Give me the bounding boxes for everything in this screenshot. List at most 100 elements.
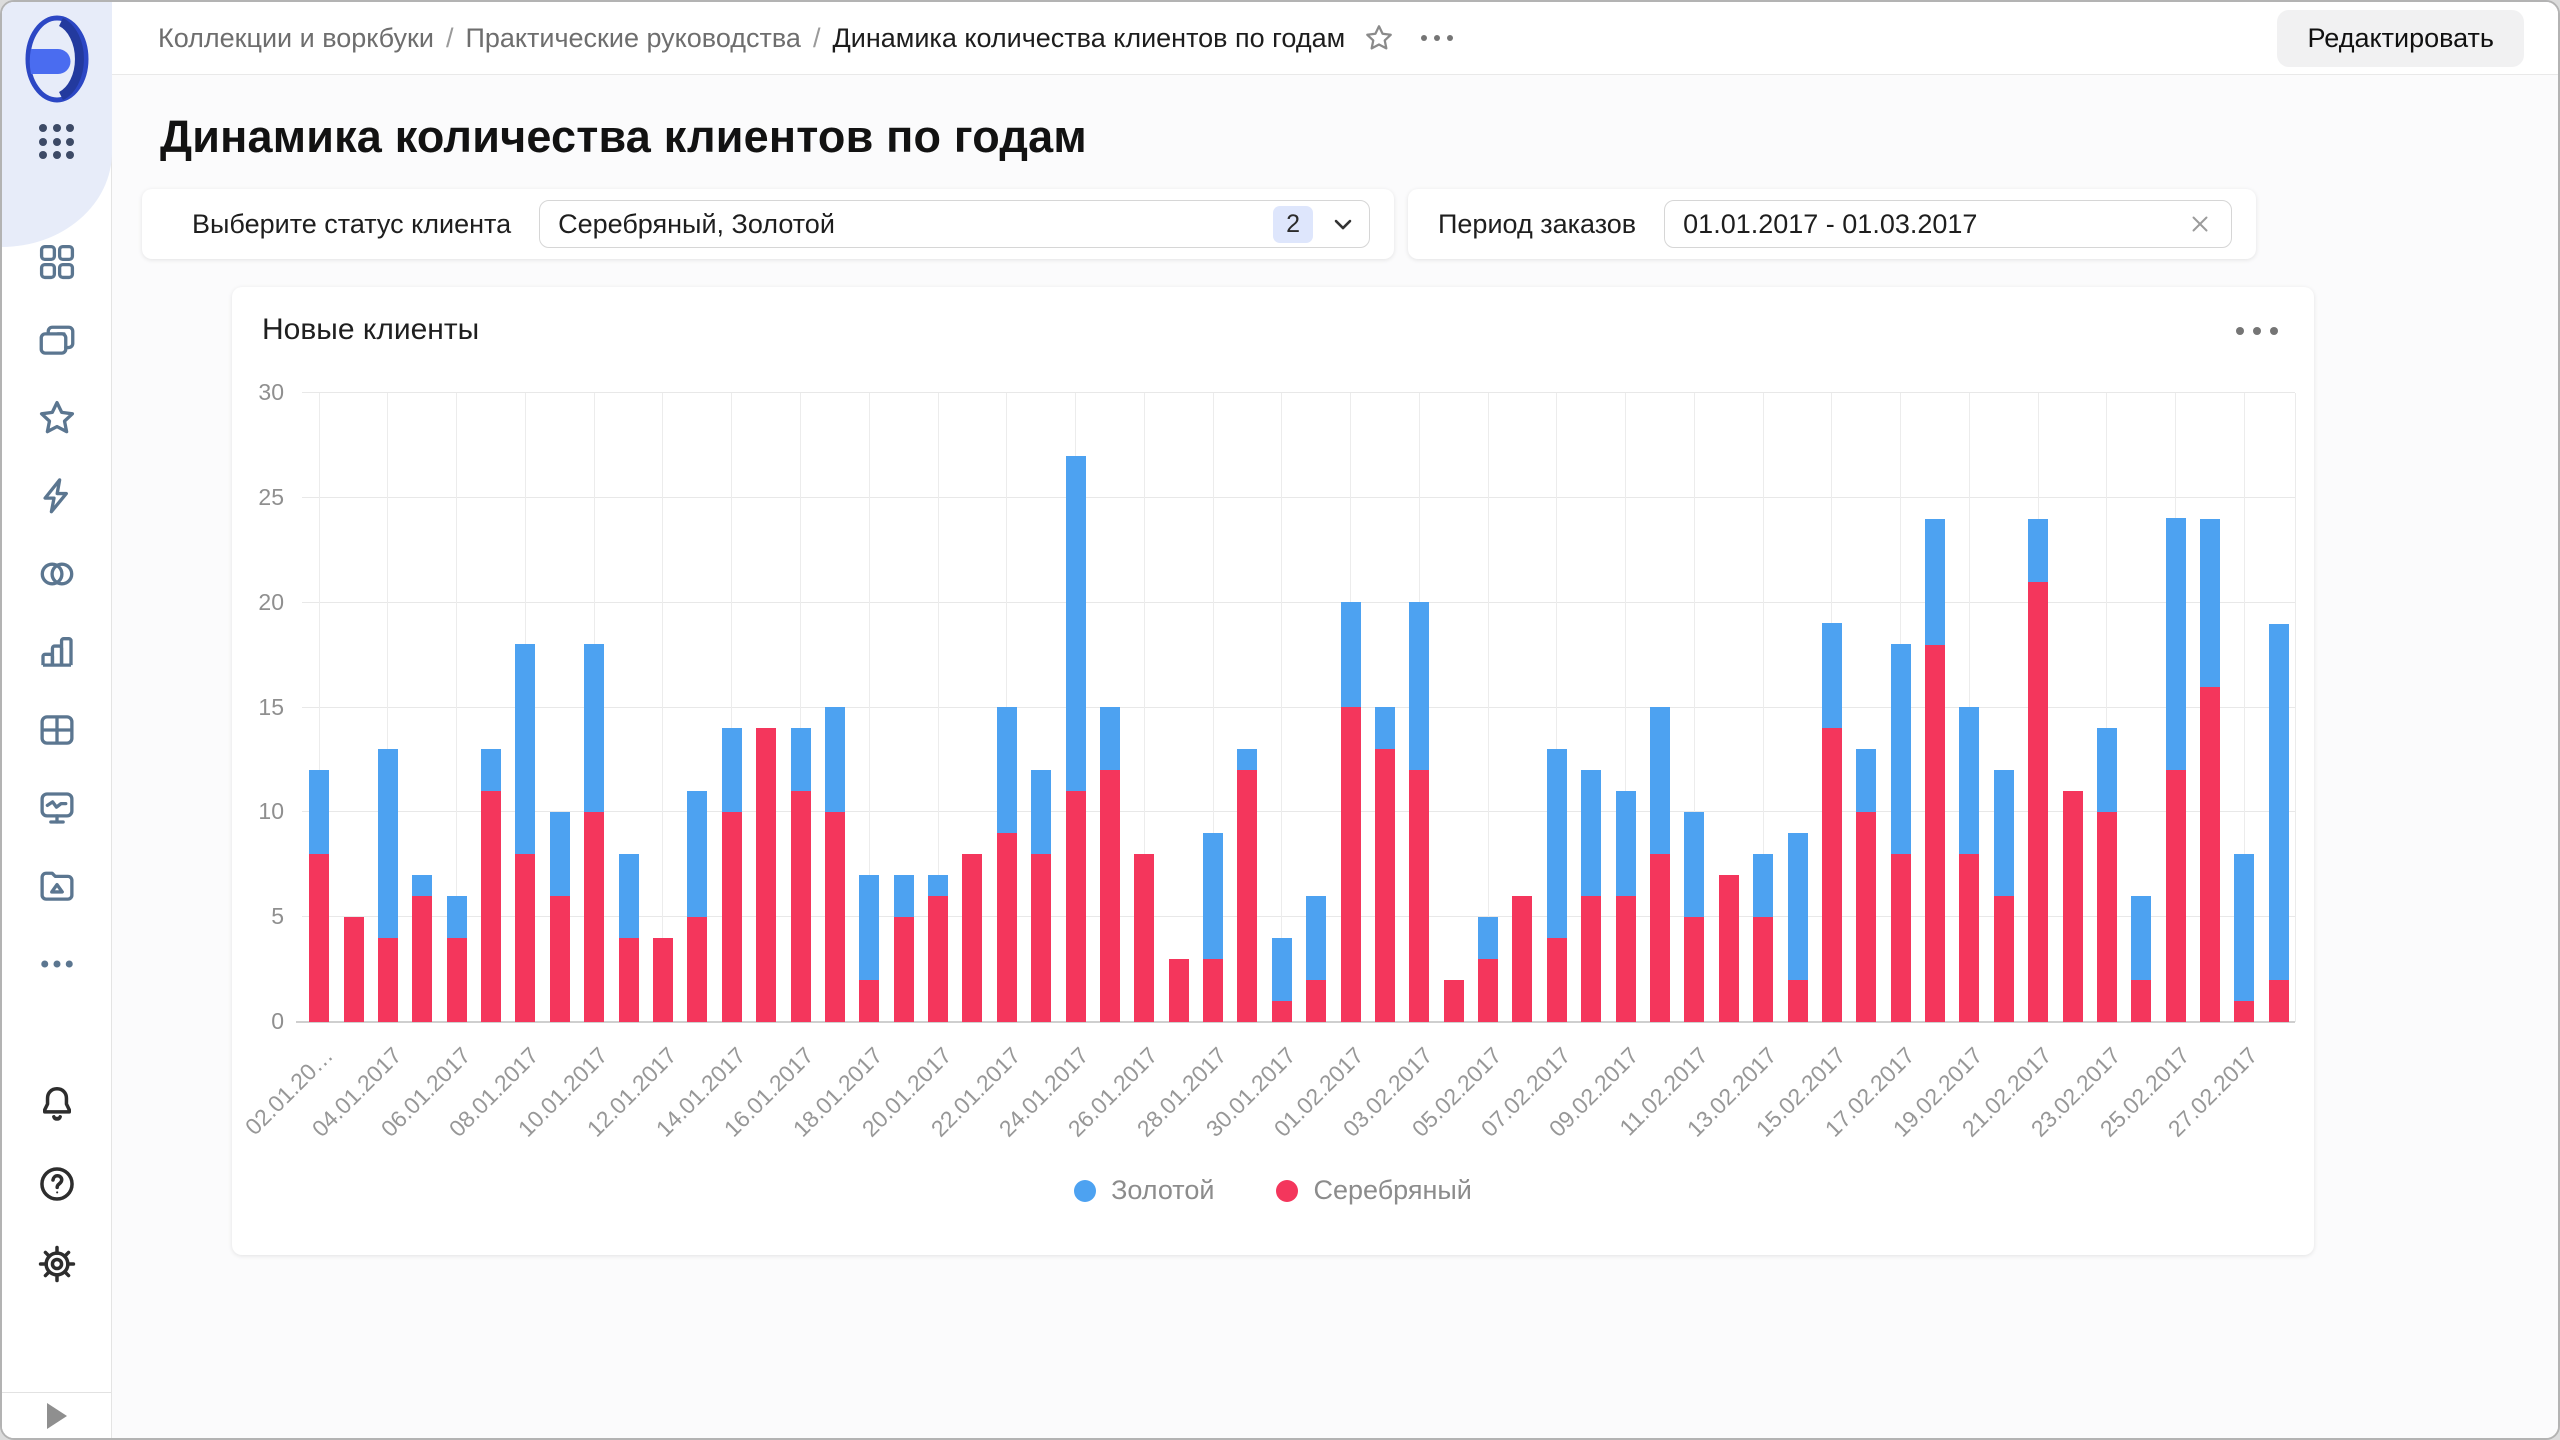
bar-segment-silver[interactable]: [1065, 791, 1086, 1022]
bar-segment-silver[interactable]: [1168, 959, 1189, 1022]
bar-segment-gold[interactable]: [2165, 518, 2186, 770]
sidebar-expand-button[interactable]: [2, 1392, 111, 1438]
favorites-star-icon[interactable]: [35, 396, 79, 440]
bar-segment-gold[interactable]: [1374, 707, 1395, 749]
bar-segment-gold[interactable]: [2028, 519, 2049, 582]
bar-segment-gold[interactable]: [1065, 456, 1086, 791]
bar-segment-gold[interactable]: [1649, 707, 1670, 854]
bar-segment-silver[interactable]: [309, 854, 330, 1022]
bar-segment-silver[interactable]: [618, 938, 639, 1022]
bar-segment-gold[interactable]: [584, 644, 605, 812]
bar-segment-gold[interactable]: [1478, 917, 1499, 959]
bar-segment-gold[interactable]: [618, 854, 639, 938]
bar-segment-silver[interactable]: [1787, 980, 1808, 1022]
bar-segment-silver[interactable]: [1684, 917, 1705, 1022]
settings-gear-icon[interactable]: [35, 1242, 79, 1286]
bar-segment-silver[interactable]: [2200, 687, 2221, 1022]
bar-segment-silver[interactable]: [721, 812, 742, 1022]
bar-segment-silver[interactable]: [481, 791, 502, 1022]
bar-segment-gold[interactable]: [893, 875, 914, 917]
breadcrumb-collections[interactable]: Коллекции и воркбуки: [158, 22, 434, 53]
bar-segment-gold[interactable]: [1993, 770, 2014, 896]
bar-segment-gold[interactable]: [2268, 624, 2289, 980]
bar-segment-gold[interactable]: [824, 707, 845, 812]
bar-segment-silver[interactable]: [1237, 770, 1258, 1022]
bar-segment-gold[interactable]: [1581, 770, 1602, 896]
bar-segment-silver[interactable]: [1925, 645, 1946, 1022]
bar-segment-gold[interactable]: [1271, 938, 1292, 1001]
bar-segment-silver[interactable]: [1993, 896, 2014, 1022]
favorite-star-icon[interactable]: [1363, 22, 1395, 54]
legend-item-Серебряный[interactable]: Серебряный: [1276, 1175, 1472, 1206]
bar-segment-gold[interactable]: [1959, 707, 1980, 854]
collections-icon[interactable]: [35, 318, 79, 362]
bar-segment-gold[interactable]: [1306, 896, 1327, 980]
bar-segment-gold[interactable]: [859, 875, 880, 980]
bar-segment-silver[interactable]: [1959, 854, 1980, 1022]
notifications-bell-icon[interactable]: [35, 1082, 79, 1126]
bar-segment-silver[interactable]: [928, 896, 949, 1022]
bar-segment-silver[interactable]: [1340, 707, 1361, 1022]
bar-segment-silver[interactable]: [996, 833, 1017, 1022]
bar-segment-gold[interactable]: [721, 728, 742, 812]
more-ellipsis-icon[interactable]: [35, 942, 79, 986]
bar-segment-silver[interactable]: [2234, 1001, 2255, 1022]
bar-segment-gold[interactable]: [790, 728, 811, 791]
bar-segment-silver[interactable]: [377, 938, 398, 1022]
bar-segment-gold[interactable]: [446, 896, 467, 938]
bar-segment-gold[interactable]: [928, 875, 949, 896]
bar-segment-silver[interactable]: [1821, 728, 1842, 1022]
bar-segment-silver[interactable]: [824, 812, 845, 1022]
tables-icon[interactable]: [35, 708, 79, 752]
storage-box-icon[interactable]: [35, 864, 79, 908]
bar-segment-silver[interactable]: [515, 854, 536, 1022]
bar-segment-silver[interactable]: [1581, 896, 1602, 1022]
bar-segment-silver[interactable]: [2028, 582, 2049, 1022]
period-date-input[interactable]: 01.01.2017 - 01.03.2017: [1664, 200, 2232, 248]
breadcrumb-guides[interactable]: Практические руководства: [465, 22, 801, 53]
bar-segment-silver[interactable]: [1443, 980, 1464, 1022]
bar-segment-silver[interactable]: [1615, 896, 1636, 1022]
bar-segment-silver[interactable]: [1409, 770, 1430, 1022]
bar-segment-silver[interactable]: [343, 917, 364, 1022]
bar-segment-gold[interactable]: [1787, 833, 1808, 980]
bar-segment-gold[interactable]: [1409, 602, 1430, 770]
bar-segment-gold[interactable]: [1821, 623, 1842, 728]
bar-segment-silver[interactable]: [2096, 812, 2117, 1022]
bar-segment-gold[interactable]: [1890, 644, 1911, 854]
bar-segment-gold[interactable]: [412, 875, 433, 896]
bar-segment-silver[interactable]: [790, 791, 811, 1022]
bar-segment-silver[interactable]: [756, 728, 777, 1022]
bar-segment-silver[interactable]: [2062, 791, 2083, 1022]
bar-segment-gold[interactable]: [549, 812, 570, 896]
bar-segment-silver[interactable]: [2165, 770, 2186, 1022]
bar-segment-gold[interactable]: [377, 749, 398, 938]
apps-grid-icon[interactable]: [35, 120, 79, 164]
breadcrumb-current[interactable]: Динамика количества клиентов по годам: [832, 22, 1346, 53]
chart-menu-icon[interactable]: [2230, 321, 2284, 341]
bar-segment-silver[interactable]: [1856, 812, 1877, 1022]
bar-segment-silver[interactable]: [584, 812, 605, 1022]
bar-segment-silver[interactable]: [412, 896, 433, 1022]
bar-segment-gold[interactable]: [2131, 896, 2152, 980]
bar-segment-gold[interactable]: [1031, 770, 1052, 854]
more-actions-icon[interactable]: [1421, 35, 1454, 41]
bar-segment-gold[interactable]: [1203, 833, 1224, 959]
objects-grid-icon[interactable]: [35, 240, 79, 284]
bar-segment-gold[interactable]: [2200, 519, 2221, 687]
bar-segment-gold[interactable]: [515, 644, 536, 854]
bar-segment-silver[interactable]: [1649, 854, 1670, 1022]
bar-segment-silver[interactable]: [1890, 854, 1911, 1022]
clear-x-icon[interactable]: [2183, 207, 2217, 241]
bar-segment-gold[interactable]: [481, 749, 502, 791]
datalens-logo-icon[interactable]: [25, 14, 89, 104]
bar-segment-gold[interactable]: [2096, 728, 2117, 812]
bar-segment-gold[interactable]: [1099, 707, 1120, 770]
charts-icon[interactable]: [35, 630, 79, 674]
bar-segment-silver[interactable]: [1099, 770, 1120, 1022]
bar-segment-silver[interactable]: [962, 854, 983, 1022]
bar-segment-gold[interactable]: [2234, 854, 2255, 1001]
bar-segment-silver[interactable]: [1203, 959, 1224, 1022]
bar-segment-silver[interactable]: [687, 917, 708, 1022]
bar-segment-gold[interactable]: [1237, 749, 1258, 770]
